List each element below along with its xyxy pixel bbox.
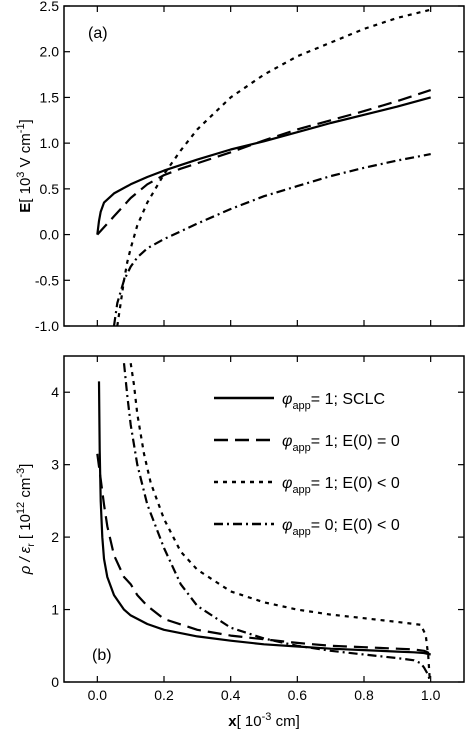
legend-s1-symbol: φ — [282, 391, 292, 408]
panel-a-ylabel-mid: V cm — [17, 133, 34, 171]
panel-b-frame — [63, 355, 465, 683]
legend-s4-symbol: φ — [282, 517, 292, 534]
panel-a-ylabel: E[ 103 V cm-1] — [15, 119, 34, 212]
panel-b-ytick-label: 2 — [51, 529, 59, 545]
panel-a-ytick-label: -0.5 — [35, 272, 59, 288]
panel-a-frame — [63, 5, 465, 327]
legend-s4-sub: app — [292, 526, 310, 538]
panel-a-ylabel-tail: ] — [17, 119, 34, 123]
legend-s3-label: φapp= 1; E(0) < 0 — [282, 475, 400, 496]
legend-s1-text: = 1; SCLC — [311, 391, 385, 408]
panel-b-ylabel-tail: ] — [17, 464, 34, 468]
panel-a-ytick-label: 1.0 — [40, 135, 60, 151]
panel-a-ylabel-exp2: -1 — [15, 123, 27, 133]
panel-b-ylabel: ρ / εr [ 1012 cm-3] — [15, 464, 37, 576]
panel-b-label: (b) — [92, 647, 112, 664]
panel-a: (a) -1.0 -0.5 0.0 0.5 1.0 1.5 2.0 2.5 E[ 103 V … — [15, 0, 465, 334]
legend-s2-label: φapp= 1; E(0) = 0 — [282, 433, 400, 454]
panel-a-ylabel-main: E — [17, 203, 34, 213]
panel-b-xtick-label: 0.6 — [288, 687, 308, 703]
legend-s2-symbol: φ — [282, 433, 292, 450]
panel-a-series-s3-line — [116, 8, 431, 326]
panel-a-series-s4-line — [112, 153, 431, 326]
panel-b-xtick-label: 0.8 — [354, 687, 374, 703]
panel-b-ylabel-sub: r — [26, 543, 37, 547]
panel-b-series-s3-line — [129, 363, 431, 679]
panel-a-series-clip — [96, 8, 432, 326]
panel-b-ylabel-exp2: -3 — [15, 468, 27, 478]
panel-a-series-s2-line — [96, 89, 432, 236]
panel-b-series-s4-line — [122, 363, 432, 682]
panel-a-ytick-label: 2.0 — [40, 44, 60, 60]
panel-b-ticks: 0 1 2 3 4 0.0 0.2 0.4 0.6 0.8 1.0 — [51, 356, 464, 703]
panel-b-series-clip — [96, 363, 432, 682]
shared-xlabel-tail: cm] — [271, 713, 299, 730]
panel-a-series-s1-line — [96, 96, 431, 235]
legend-s4-label: φapp= 0; E(0) < 0 — [282, 517, 400, 538]
legend-s4-text: = 0; E(0) < 0 — [311, 517, 400, 534]
panel-b-ytick-label: 1 — [51, 602, 59, 618]
panel-a-ytick-label: -1.0 — [35, 318, 59, 334]
panel-b-series-s1-line — [97, 381, 431, 656]
shared-xlabel-main: x — [228, 713, 237, 730]
legend-s1-sub: app — [292, 400, 310, 412]
panel-b-ylabel-main: ρ / ε — [17, 546, 34, 575]
panel-b-ytick-label: 3 — [51, 457, 59, 473]
panel-b-ylabel-mid: cm — [17, 478, 34, 502]
panel-b-ytick-label: 4 — [51, 384, 59, 400]
legend-s1-label: φapp= 1; SCLC — [282, 391, 385, 412]
legend-s2-sub: app — [292, 442, 310, 454]
panel-b-ytick-label: 0 — [51, 674, 59, 690]
panel-b-series-s2-line — [96, 453, 430, 655]
panel-a-ytick-label: 0.0 — [40, 227, 60, 243]
panel-b-xtick-label: 0.4 — [221, 687, 241, 703]
shared-xlabel: x[ 10-3 cm] — [228, 711, 300, 730]
panel-b-xtick-label: 0.0 — [88, 687, 108, 703]
legend-s3-text: = 1; E(0) < 0 — [311, 475, 400, 492]
panel-b-series — [96, 363, 432, 682]
panel-b-xtick-label: 0.2 — [154, 687, 174, 703]
panel-a-ytick-label: 0.5 — [40, 181, 60, 197]
shared-xlabel-unit: [ 10 — [237, 713, 262, 730]
panel-b-ylabel-exp: 12 — [15, 502, 27, 514]
panel-a-ytick-label: 1.5 — [40, 89, 60, 105]
panel-a-ylabel-exp: 3 — [15, 172, 27, 178]
shared-xlabel-exp: -3 — [262, 711, 272, 723]
panel-a-series — [96, 8, 432, 326]
panel-a-label: (a) — [88, 25, 108, 42]
legend-s2-text: = 1; E(0) = 0 — [311, 433, 400, 450]
legend-s3-sub: app — [292, 484, 310, 496]
panel-a-ytick-label: 2.5 — [40, 0, 60, 14]
panel-a-ticks: -1.0 -0.5 0.0 0.5 1.0 1.5 2.0 2.5 — [35, 0, 464, 334]
panel-a-ylabel-unit: [ 10 — [17, 178, 34, 203]
legend-s3-symbol: φ — [282, 475, 292, 492]
panel-b-ylabel-unit: [ 10 — [17, 514, 34, 543]
panel-b-xtick-label: 1.0 — [421, 687, 441, 703]
